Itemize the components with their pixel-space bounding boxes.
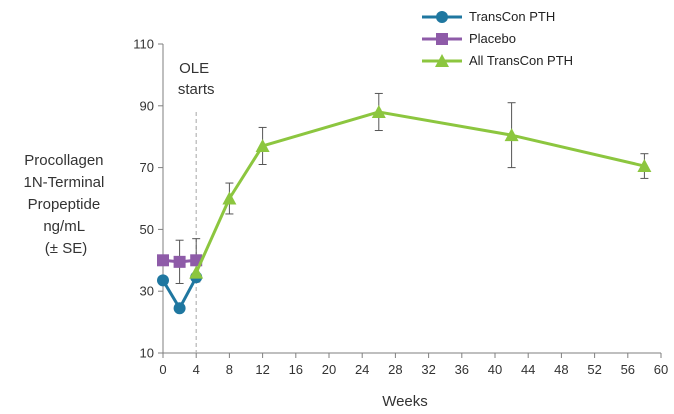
x-tick-label: 4 xyxy=(193,362,200,377)
series-line xyxy=(194,110,645,274)
legend-marker xyxy=(435,54,449,67)
x-tick-label: 32 xyxy=(421,362,435,377)
y-axis-title-line: Procollagen xyxy=(24,152,103,169)
legend-label: Placebo xyxy=(469,31,516,46)
x-tick-label: 56 xyxy=(621,362,635,377)
ole-annotation-line-2: starts xyxy=(178,81,215,98)
x-axis-title: Weeks xyxy=(382,393,428,410)
x-tick-label: 8 xyxy=(226,362,233,377)
x-tick-label: 28 xyxy=(388,362,402,377)
x-tick-label: 24 xyxy=(355,362,369,377)
y-axis-title: Procollagen 1N-Terminal Propeptide ng/mL… xyxy=(23,152,108,257)
axes xyxy=(162,44,661,354)
y-ticks: 10 30 50 70 90 110 xyxy=(133,37,163,361)
legend-label: All TransCon PTH xyxy=(469,53,573,68)
data-point xyxy=(371,104,386,118)
legend-item-all-transcon-pth: All TransCon PTH xyxy=(422,53,573,68)
legend-item-placebo: Placebo xyxy=(422,31,516,46)
x-tick-label: 20 xyxy=(322,362,336,377)
legend-item-transcon-pth: TransCon PTH xyxy=(422,9,555,24)
series-all-transcon-pth xyxy=(189,92,652,279)
x-tick-label: 60 xyxy=(654,362,668,377)
x-tick-label: 0 xyxy=(159,362,166,377)
data-point xyxy=(190,254,203,267)
x-tick-label: 12 xyxy=(255,362,269,377)
y-axis-title-line: Propeptide xyxy=(28,196,101,213)
x-tick-label: 16 xyxy=(289,362,303,377)
data-point xyxy=(222,191,237,205)
data-point xyxy=(637,159,652,173)
y-tick-label: 50 xyxy=(140,222,154,237)
legend-marker xyxy=(436,11,448,23)
ole-annotation-line-1: OLE xyxy=(179,60,209,77)
x-tick-label: 36 xyxy=(455,362,469,377)
x-tick-label: 52 xyxy=(587,362,601,377)
x-tick-label: 48 xyxy=(554,362,568,377)
legend-label: TransCon PTH xyxy=(469,9,555,24)
x-ticks: 0 4 8 12 16 20 24 28 32 36 40 44 48 52 56 60 xyxy=(159,353,668,377)
data-point xyxy=(504,128,519,142)
legend: TransCon PTH Placebo All TransCon PTH xyxy=(422,9,573,68)
data-point xyxy=(173,302,186,315)
y-axis-title-line: (± SE) xyxy=(45,240,87,257)
y-tick-label: 90 xyxy=(140,98,154,113)
data-point xyxy=(157,254,169,267)
series-layer xyxy=(157,92,652,315)
data-point xyxy=(189,265,204,279)
x-tick-label: 40 xyxy=(488,362,502,377)
y-axis-title-line: ng/mL xyxy=(43,218,84,235)
ole-annotation: OLE starts xyxy=(178,60,215,98)
y-tick-label: 10 xyxy=(140,346,154,361)
x-tick-label: 44 xyxy=(521,362,535,377)
data-point xyxy=(157,274,169,287)
y-axis-title-line: 1N-Terminal xyxy=(23,174,104,191)
legend-marker xyxy=(436,33,448,45)
data-point xyxy=(255,138,270,152)
y-tick-label: 30 xyxy=(140,284,154,299)
data-point xyxy=(173,255,186,268)
y-tick-label: 110 xyxy=(133,37,154,52)
y-tick-label: 70 xyxy=(140,160,154,175)
